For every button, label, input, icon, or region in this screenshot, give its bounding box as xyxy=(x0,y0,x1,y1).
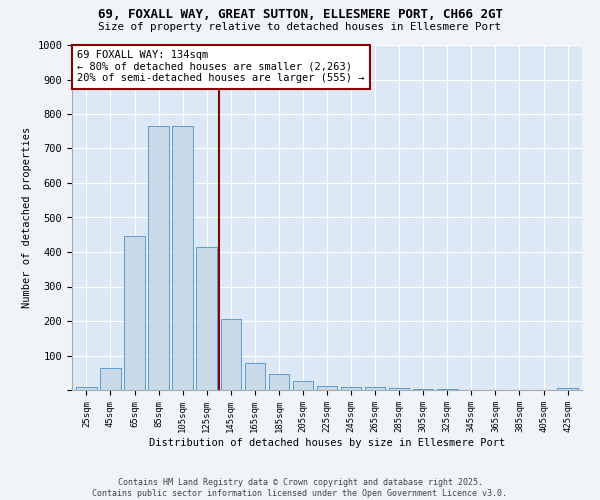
Bar xyxy=(196,247,217,390)
Bar xyxy=(341,386,361,390)
Bar xyxy=(269,374,289,390)
Y-axis label: Number of detached properties: Number of detached properties xyxy=(22,127,32,308)
Bar xyxy=(245,363,265,390)
Bar xyxy=(365,387,385,390)
Bar xyxy=(413,389,433,390)
Text: Size of property relative to detached houses in Ellesmere Port: Size of property relative to detached ho… xyxy=(98,22,502,32)
Bar xyxy=(293,382,313,390)
Bar xyxy=(100,368,121,390)
Bar xyxy=(148,126,169,390)
Text: Contains HM Land Registry data © Crown copyright and database right 2025.
Contai: Contains HM Land Registry data © Crown c… xyxy=(92,478,508,498)
Bar xyxy=(221,320,241,390)
Text: 69 FOXALL WAY: 134sqm
← 80% of detached houses are smaller (2,263)
20% of semi-d: 69 FOXALL WAY: 134sqm ← 80% of detached … xyxy=(77,50,365,84)
Bar xyxy=(557,388,578,390)
Bar xyxy=(317,386,337,390)
X-axis label: Distribution of detached houses by size in Ellesmere Port: Distribution of detached houses by size … xyxy=(149,438,505,448)
Text: 69, FOXALL WAY, GREAT SUTTON, ELLESMERE PORT, CH66 2GT: 69, FOXALL WAY, GREAT SUTTON, ELLESMERE … xyxy=(97,8,503,20)
Bar xyxy=(172,126,193,390)
Bar xyxy=(124,236,145,390)
Bar xyxy=(389,388,409,390)
Bar xyxy=(76,387,97,390)
